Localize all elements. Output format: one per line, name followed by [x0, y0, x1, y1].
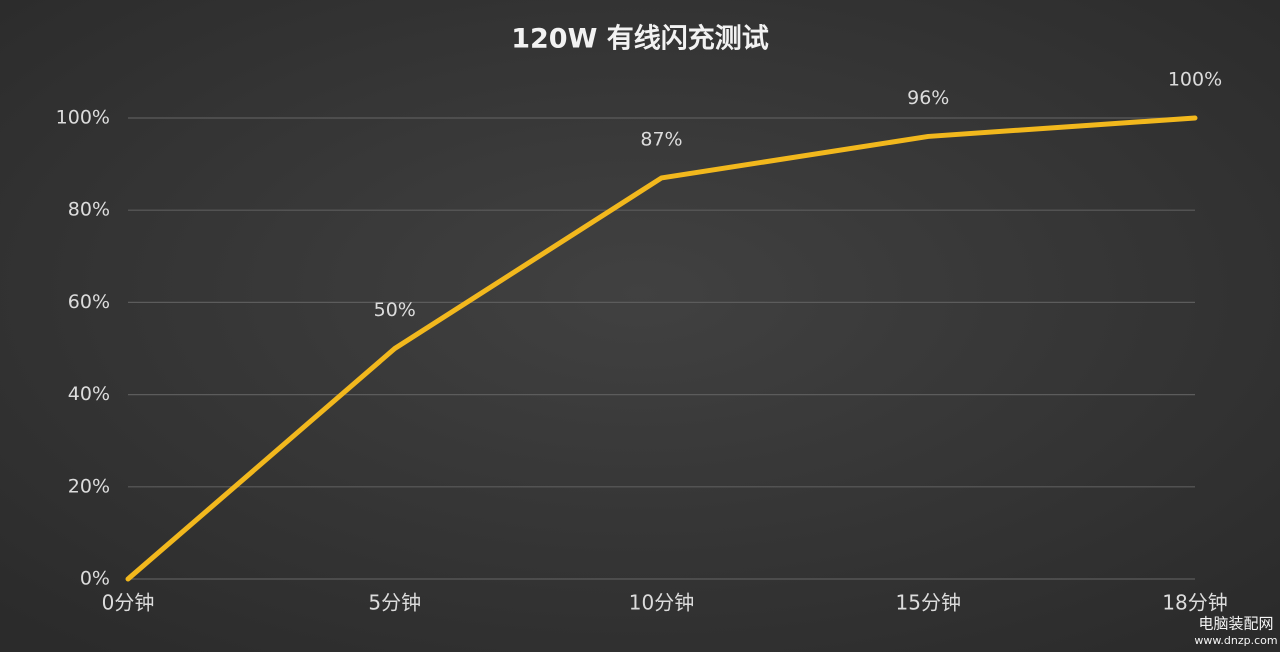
x-tick-label: 18分钟 — [1162, 591, 1227, 615]
y-tick-label: 60% — [68, 291, 110, 313]
data-label: 96% — [907, 87, 949, 109]
watermark: www.dnzp.com — [1194, 634, 1277, 647]
y-tick-label: 40% — [68, 383, 110, 405]
x-tick-label: 10分钟 — [629, 591, 694, 615]
data-label: 100% — [1168, 69, 1222, 91]
x-tick-label: 0分钟 — [102, 591, 155, 615]
x-tick-label: 15分钟 — [896, 591, 961, 615]
y-tick-label: 0% — [80, 568, 110, 590]
y-tick-label: 100% — [56, 107, 110, 129]
line — [125, 115, 1198, 582]
x-tick-label: 5分钟 — [368, 591, 421, 615]
watermark: 电脑装配网 — [1198, 615, 1273, 633]
data-label: 50% — [374, 299, 416, 321]
y-tick-label: 20% — [68, 475, 110, 497]
chart-title: 120W 有线闪充测试 — [511, 23, 769, 55]
y-tick-label: 80% — [68, 199, 110, 221]
data-label: 87% — [640, 128, 682, 150]
